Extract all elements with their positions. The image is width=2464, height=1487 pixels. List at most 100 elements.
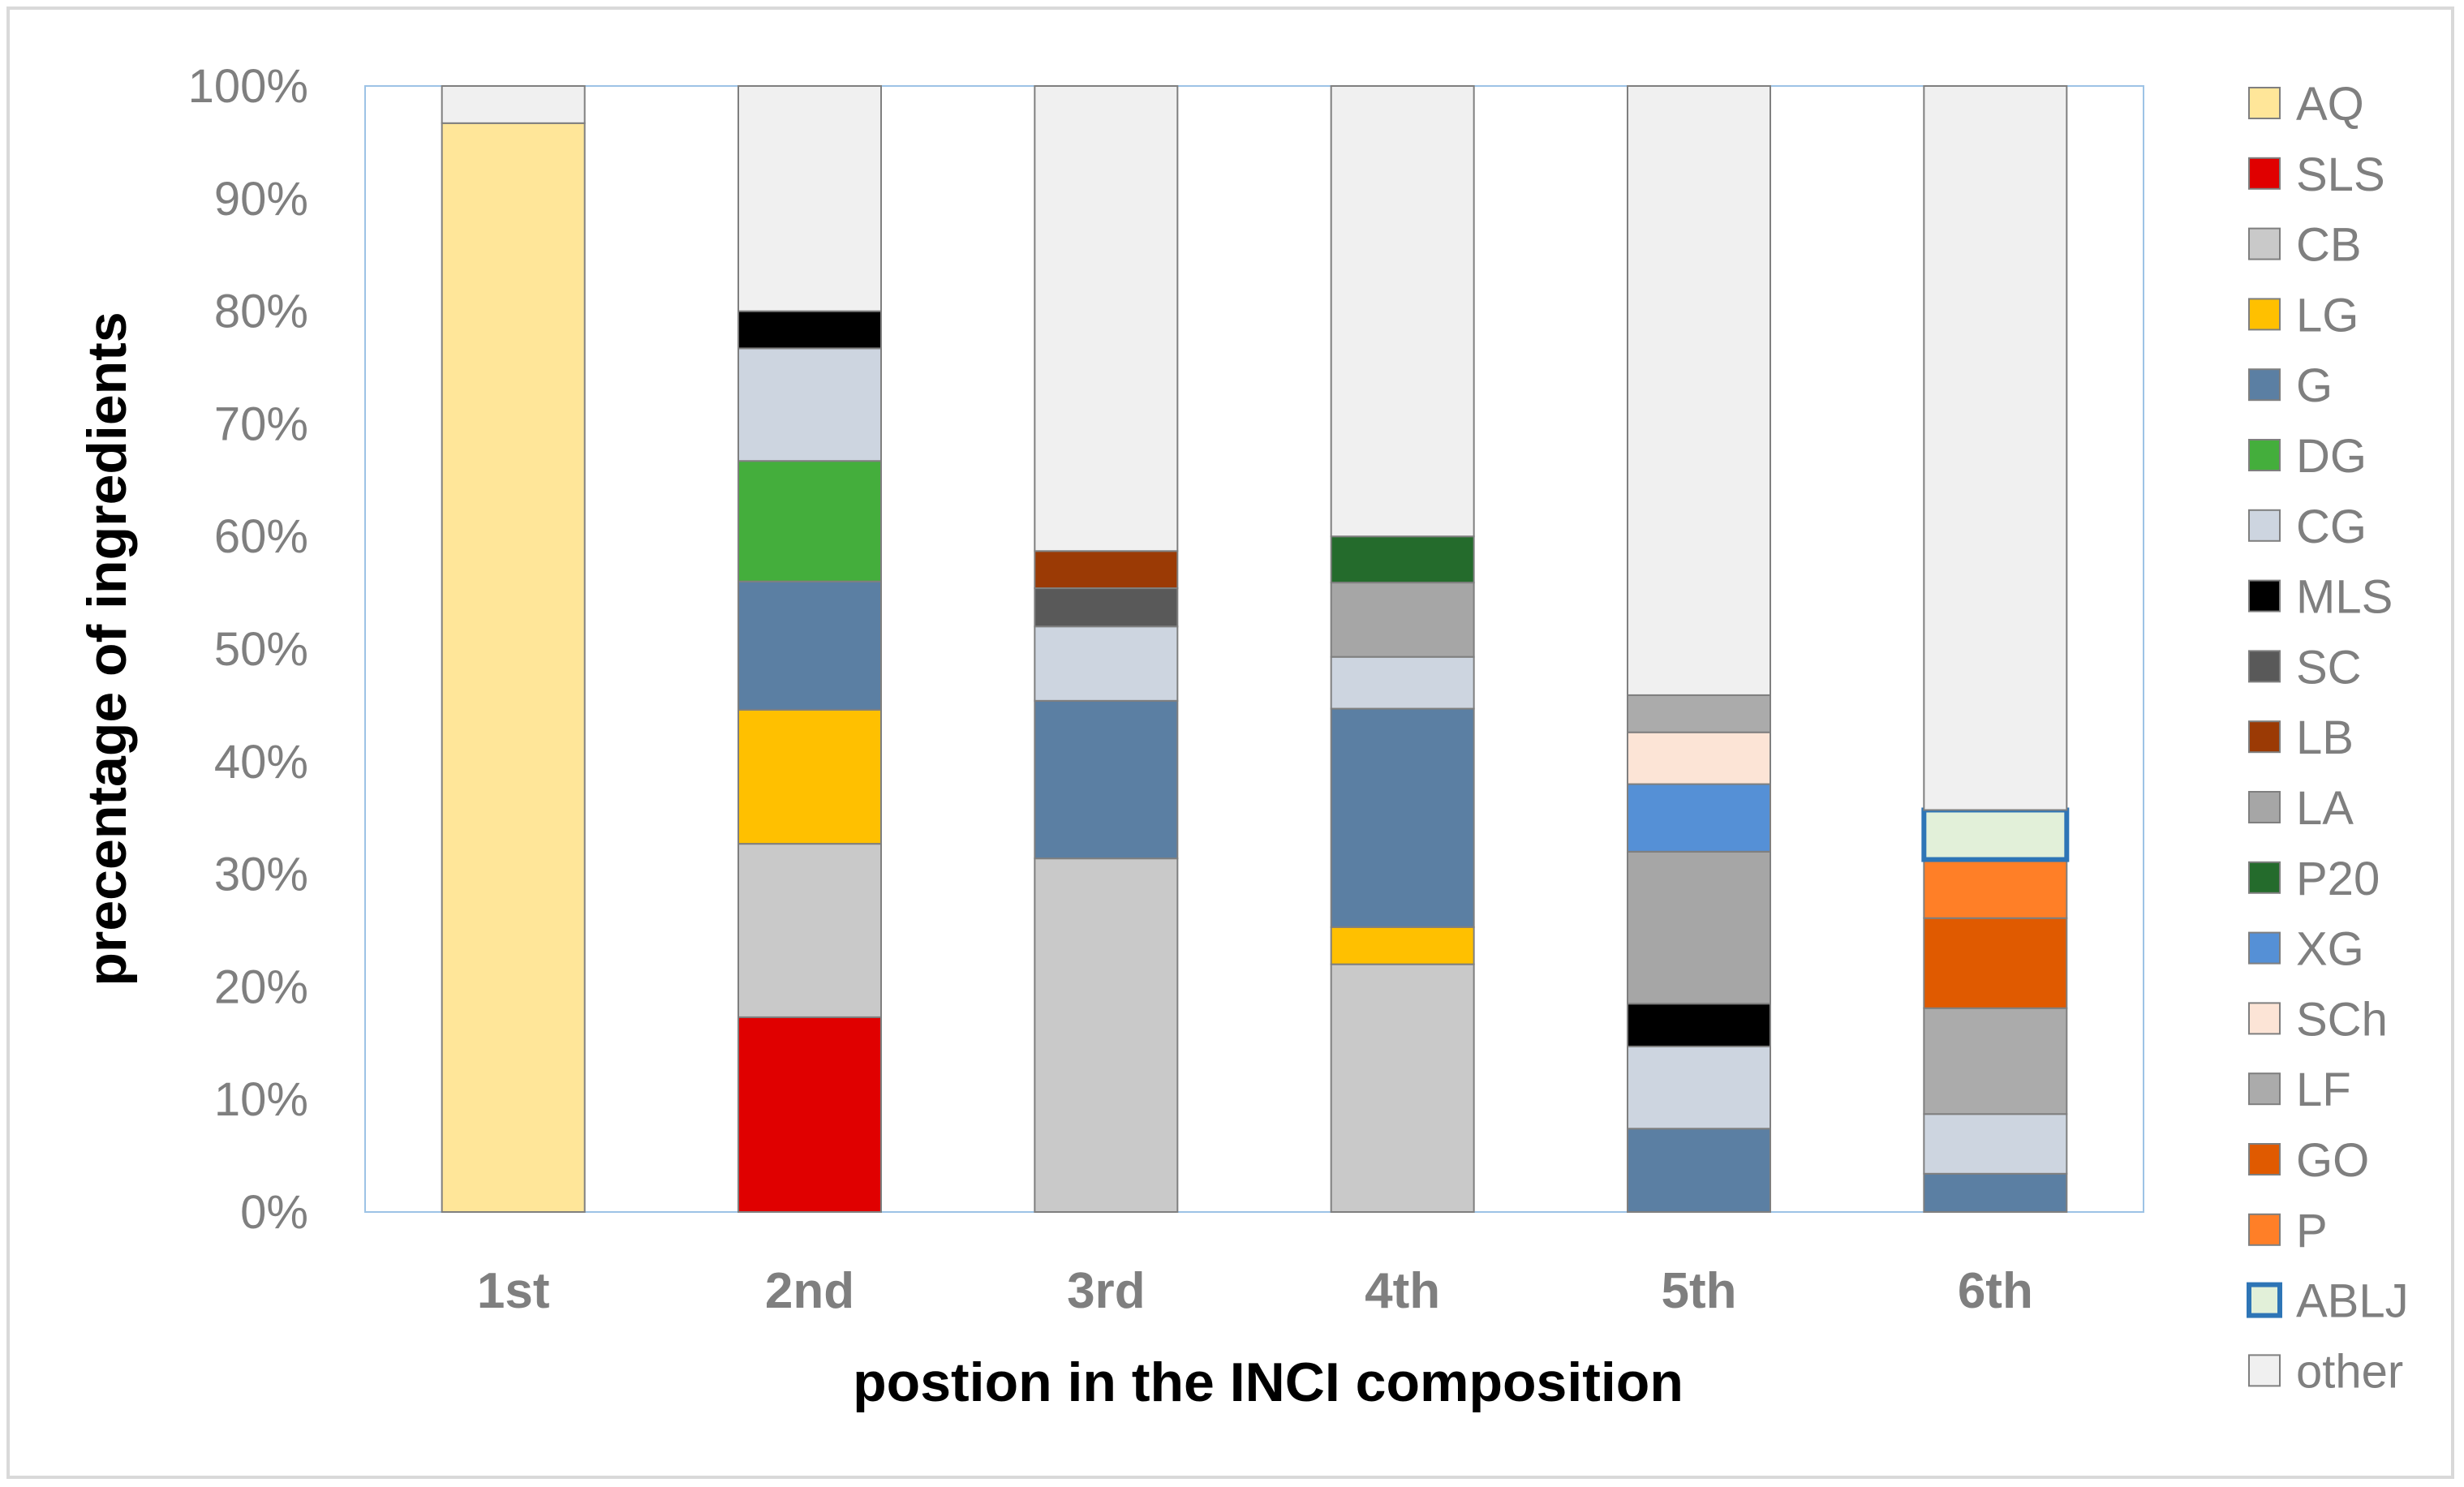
legend-label-ablj: ABLJ xyxy=(2296,1275,2409,1328)
legend-label-la: LA xyxy=(2296,782,2354,835)
legend-swatch-lf xyxy=(2248,1072,2281,1106)
bar-segment-cg-4th xyxy=(1330,655,1475,710)
legend-swatch-sch xyxy=(2248,1002,2281,1035)
legend-label-aq: AQ xyxy=(2296,78,2364,131)
bar-segment-lg-2nd xyxy=(737,708,882,845)
plot-area xyxy=(364,85,2144,1213)
legend-swatch-sc xyxy=(2248,650,2281,683)
legend-label-g: G xyxy=(2296,359,2333,412)
legend-label-go: GO xyxy=(2296,1134,2369,1187)
y-tick-label: 90% xyxy=(214,173,308,226)
bar-segment-cb-3rd xyxy=(1034,857,1179,1213)
legend-swatch-xg xyxy=(2248,931,2281,965)
x-tick-label: 2nd xyxy=(765,1263,854,1319)
bar-segment-la-5th xyxy=(1627,850,1771,1005)
bar-segment-cb-4th xyxy=(1330,963,1475,1213)
legend-swatch-aq xyxy=(2248,87,2281,119)
bar-segment-cg-6th xyxy=(1923,1113,2068,1175)
y-tick-label: 100% xyxy=(188,60,308,113)
bar-segment-other-3rd xyxy=(1034,85,1179,552)
legend-swatch-cg xyxy=(2248,509,2281,542)
y-tick-label: 50% xyxy=(214,623,308,676)
legend-swatch-other xyxy=(2248,1354,2281,1387)
bar-segment-cg-5th xyxy=(1627,1045,1771,1130)
bars-group xyxy=(441,85,2070,1214)
y-tick-label: 40% xyxy=(214,736,308,789)
legend: AQ SLS CB LG G DG CG MLS SC LB LA P20 XG SCh LF GO P ABLJ… xyxy=(2247,78,2409,1398)
y-tick-label: 20% xyxy=(214,961,308,1013)
legend-swatch-lb xyxy=(2248,720,2281,754)
x-tick-label: 6th xyxy=(1958,1263,2033,1319)
x-tick-label: 4th xyxy=(1365,1263,1440,1319)
legend-label-lb: LB xyxy=(2296,711,2354,764)
bar-segment-g-6th xyxy=(1923,1172,2068,1213)
legend-label-xg: XG xyxy=(2296,923,2364,976)
legend-label-other: other xyxy=(2296,1345,2403,1398)
y-tick-label: 80% xyxy=(214,286,308,338)
bar-segment-dg-2nd xyxy=(737,460,882,582)
bar-segment-aq-1st xyxy=(441,122,586,1214)
legend-label-sch: SCh xyxy=(2296,993,2388,1046)
legend-label-p: P xyxy=(2296,1205,2328,1257)
legend-label-mls: MLS xyxy=(2296,571,2393,624)
legend-label-p20: P20 xyxy=(2296,853,2380,905)
bar-segment-other-6th xyxy=(1923,85,2068,811)
x-axis-ticks: 1st 2nd 3rd 4th 5th 6th xyxy=(477,1263,2033,1319)
legend-swatch-la xyxy=(2248,791,2281,823)
legend-swatch-dg xyxy=(2248,439,2281,471)
legend-swatch-cb xyxy=(2248,227,2281,260)
bar-segment-other-1st xyxy=(441,85,586,124)
legend-label-dg: DG xyxy=(2296,430,2367,483)
bar-segment-g-2nd xyxy=(737,580,882,711)
bar-segment-other-5th xyxy=(1627,85,1771,696)
bar-segment-go-6th xyxy=(1923,917,2068,1009)
legend-label-cg: CG xyxy=(2296,501,2367,553)
bar-segment-mls-2nd xyxy=(737,310,882,350)
bar-segment-g-3rd xyxy=(1034,699,1179,860)
bar-segment-other-2nd xyxy=(737,85,882,312)
y-tick-label: 60% xyxy=(214,510,308,563)
legend-swatch-mls xyxy=(2248,579,2281,612)
bar-segment-g-4th xyxy=(1330,707,1475,928)
bar-segment-cb-2nd xyxy=(737,843,882,1018)
legend-swatch-ablj xyxy=(2247,1282,2282,1318)
x-tick-label: 5th xyxy=(1662,1263,1737,1319)
legend-swatch-p20 xyxy=(2248,861,2281,894)
bar-segment-lb-3rd xyxy=(1034,550,1179,590)
bar-segment-p20-4th xyxy=(1330,535,1475,584)
bar-segment-sc-3rd xyxy=(1034,587,1179,628)
legend-label-lf: LF xyxy=(2296,1064,2351,1116)
y-tick-label: 30% xyxy=(214,849,308,901)
bar-segment-cg-2nd xyxy=(737,347,882,462)
y-axis-ticks: 0% 10% 20% 30% 40% 50% 60% 70% 80% 90% 100% xyxy=(188,60,308,1239)
bar-segment-other-4th xyxy=(1330,85,1475,538)
bar-segment-cg-3rd xyxy=(1034,625,1179,702)
bar-segment-mls-5th xyxy=(1627,1003,1771,1047)
legend-label-sls: SLS xyxy=(2296,148,2385,201)
legend-label-cb: CB xyxy=(2296,219,2362,272)
y-tick-label: 10% xyxy=(214,1073,308,1126)
bar-segment-g-5th xyxy=(1627,1128,1771,1213)
legend-swatch-lg xyxy=(2248,298,2281,331)
y-tick-label: 0% xyxy=(240,1186,308,1239)
x-tick-label: 1st xyxy=(477,1263,550,1319)
bar-segment-sch-5th xyxy=(1627,731,1771,785)
bar-segment-xg-5th xyxy=(1627,783,1771,853)
bar-segment-ablj-6th xyxy=(1921,807,2070,862)
legend-label-lg: LG xyxy=(2296,289,2359,342)
y-axis-title: precentage of ingredients xyxy=(76,312,138,986)
legend-label-sc: SC xyxy=(2296,641,2362,694)
legend-swatch-sls xyxy=(2248,157,2281,190)
bar-segment-lf-5th xyxy=(1627,694,1771,733)
legend-swatch-go xyxy=(2248,1143,2281,1175)
legend-swatch-p xyxy=(2248,1213,2281,1246)
bar-segment-sls-2nd xyxy=(737,1016,882,1213)
x-axis-title: postion in the INCI composition xyxy=(853,1352,1684,1413)
y-tick-label: 70% xyxy=(214,398,308,450)
bar-segment-lg-4th xyxy=(1330,926,1475,965)
x-tick-label: 3rd xyxy=(1067,1263,1145,1319)
bar-segment-la-4th xyxy=(1330,582,1475,658)
bar-segment-p-6th xyxy=(1923,858,2068,919)
legend-swatch-g xyxy=(2248,368,2281,402)
